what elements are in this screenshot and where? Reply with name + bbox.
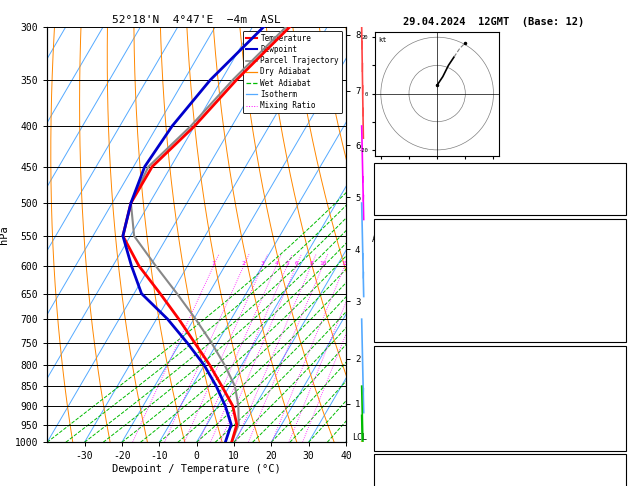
Text: 0: 0 bbox=[617, 311, 623, 320]
Y-axis label: km
ASL: km ASL bbox=[372, 225, 387, 244]
Text: 925: 925 bbox=[606, 367, 623, 376]
Text: Pressure (mb): Pressure (mb) bbox=[379, 367, 454, 376]
Text: 2: 2 bbox=[242, 261, 245, 266]
Text: 0: 0 bbox=[617, 329, 623, 337]
Text: 8: 8 bbox=[309, 261, 313, 266]
Legend: Temperature, Dewpoint, Parcel Trajectory, Dry Adiabat, Wet Adiabat, Isotherm, Mi: Temperature, Dewpoint, Parcel Trajectory… bbox=[243, 31, 342, 113]
Text: Lifted Index: Lifted Index bbox=[379, 294, 448, 302]
Text: 5: 5 bbox=[617, 294, 623, 302]
Text: CAPE (J): CAPE (J) bbox=[379, 420, 425, 429]
X-axis label: Dewpoint / Temperature (°C): Dewpoint / Temperature (°C) bbox=[112, 464, 281, 474]
Text: kt: kt bbox=[378, 37, 386, 43]
Text: 18: 18 bbox=[611, 167, 623, 176]
Text: EH: EH bbox=[379, 476, 391, 485]
Text: K: K bbox=[379, 167, 385, 176]
Text: 4: 4 bbox=[617, 402, 623, 411]
Text: 1: 1 bbox=[211, 261, 215, 266]
Text: 15: 15 bbox=[341, 261, 348, 266]
Text: 1.46: 1.46 bbox=[599, 202, 623, 211]
Text: 48: 48 bbox=[611, 185, 623, 193]
Text: θᴄ (K): θᴄ (K) bbox=[379, 385, 414, 394]
Text: 4: 4 bbox=[274, 261, 278, 266]
Text: Surface: Surface bbox=[480, 224, 520, 232]
Y-axis label: hPa: hPa bbox=[0, 225, 9, 244]
Text: Totals Totals: Totals Totals bbox=[379, 185, 454, 193]
Text: PW (cm): PW (cm) bbox=[379, 202, 420, 211]
Text: LCL: LCL bbox=[352, 433, 367, 442]
Text: 3: 3 bbox=[260, 261, 264, 266]
Text: 6: 6 bbox=[294, 261, 298, 266]
Text: 7.7: 7.7 bbox=[606, 259, 623, 267]
Text: Dewp (°C): Dewp (°C) bbox=[379, 259, 431, 267]
Text: 5: 5 bbox=[286, 261, 289, 266]
Text: 29.04.2024  12GMT  (Base: 12): 29.04.2024 12GMT (Base: 12) bbox=[403, 17, 584, 27]
Text: Temp (°C): Temp (°C) bbox=[379, 241, 431, 250]
Text: Hodograph: Hodograph bbox=[474, 459, 526, 468]
Text: θᴄ(K): θᴄ(K) bbox=[379, 276, 408, 285]
Text: Most Unstable: Most Unstable bbox=[463, 350, 537, 359]
Text: CAPE (J): CAPE (J) bbox=[379, 311, 425, 320]
Text: CIN (J): CIN (J) bbox=[379, 437, 420, 446]
Text: 0: 0 bbox=[617, 420, 623, 429]
Text: 298: 298 bbox=[606, 276, 623, 285]
Text: 10: 10 bbox=[319, 261, 326, 266]
Text: Lifted Index: Lifted Index bbox=[379, 402, 448, 411]
Text: 299: 299 bbox=[606, 385, 623, 394]
Text: -6: -6 bbox=[611, 476, 623, 485]
Text: 9.4: 9.4 bbox=[606, 241, 623, 250]
Title: 52°18'N  4°47'E  −4m  ASL: 52°18'N 4°47'E −4m ASL bbox=[112, 15, 281, 25]
Text: 0: 0 bbox=[617, 437, 623, 446]
Text: CIN (J): CIN (J) bbox=[379, 329, 420, 337]
